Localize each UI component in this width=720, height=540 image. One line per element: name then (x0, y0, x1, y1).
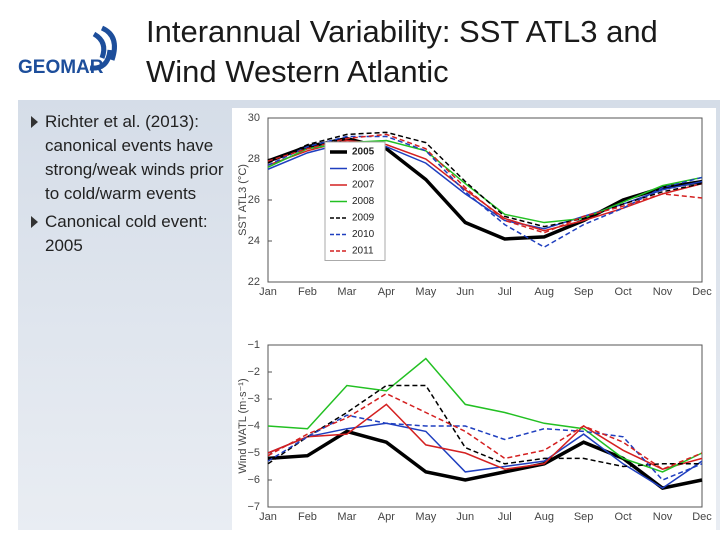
series-line (267, 384, 702, 468)
x-tick-label: Jun (456, 511, 474, 523)
x-tick-label: Jan (259, 511, 277, 523)
logo-swirl (92, 31, 107, 59)
legend-label: 2005 (352, 147, 375, 158)
x-tick-label: Mar (337, 286, 356, 298)
x-tick-label: Mar (337, 511, 356, 523)
bullet: Richter et al. (2013): canonical events … (28, 110, 233, 206)
series-line (267, 414, 703, 481)
y-axis-label: Wind WATL (m·s⁻¹) (237, 378, 249, 473)
x-tick-label: Dec (692, 286, 712, 298)
legend-label: 2010 (352, 229, 375, 240)
logo: GEOMAR (18, 25, 117, 78)
x-tick-label: Jan (259, 286, 277, 298)
slide-title: Interannual Variability: SST ATL3 and Wi… (146, 14, 658, 89)
logo-swirl (100, 25, 117, 61)
series-line (267, 133, 703, 234)
y-tick-label: −4 (247, 420, 260, 432)
x-tick-label: Oct (615, 511, 632, 523)
x-tick-label: Sep (574, 286, 594, 298)
legend-label: 2006 (352, 163, 375, 174)
y-tick-label: −3 (247, 393, 260, 405)
legend-label: 2011 (352, 246, 374, 257)
bullet-list: Richter et al. (2013): canonical events … (28, 110, 233, 262)
x-tick-label: Oct (615, 286, 632, 298)
x-tick-label: Aug (534, 511, 554, 523)
y-tick-label: −2 (247, 366, 260, 378)
x-tick-label: May (415, 286, 436, 298)
series-line (267, 392, 703, 471)
x-tick-label: Aug (534, 286, 554, 298)
y-tick-label: −7 (247, 501, 260, 513)
legend-label: 2008 (352, 196, 375, 207)
x-tick-label: Jul (498, 286, 512, 298)
y-tick-label: −5 (247, 447, 260, 459)
series-line (267, 403, 703, 470)
x-tick-label: Apr (378, 511, 395, 523)
x-tick-label: Jul (498, 511, 512, 523)
x-tick-label: Nov (653, 511, 673, 523)
series-line (267, 429, 703, 490)
bullet: Canonical cold event: 2005 (28, 210, 233, 258)
logo-text: GEOMAR (18, 57, 104, 78)
x-tick-label: Feb (298, 511, 317, 523)
y-tick-label: 26 (248, 194, 260, 206)
series-line (267, 357, 703, 473)
logo-swirl (89, 49, 113, 71)
y-tick-label: −1 (247, 339, 260, 351)
x-tick-label: May (415, 511, 436, 523)
y-axis-label: SST ATL3 (°C) (237, 164, 249, 236)
legend-label: 2007 (352, 180, 375, 191)
x-tick-label: Dec (692, 511, 712, 523)
x-tick-label: Jun (456, 286, 474, 298)
x-tick-label: Apr (378, 286, 395, 298)
x-tick-label: Feb (298, 286, 317, 298)
series-line (267, 131, 703, 228)
chart-background (232, 108, 716, 530)
series-line (267, 422, 703, 489)
series-line (267, 135, 703, 249)
y-tick-label: 28 (248, 153, 260, 165)
x-tick-label: Nov (653, 286, 673, 298)
y-tick-label: 22 (248, 276, 260, 288)
x-tick-label: Sep (574, 511, 594, 523)
legend-label: 2009 (352, 213, 375, 224)
y-tick-label: 30 (248, 112, 260, 124)
y-tick-label: −6 (247, 474, 260, 486)
y-tick-label: 24 (248, 235, 260, 247)
